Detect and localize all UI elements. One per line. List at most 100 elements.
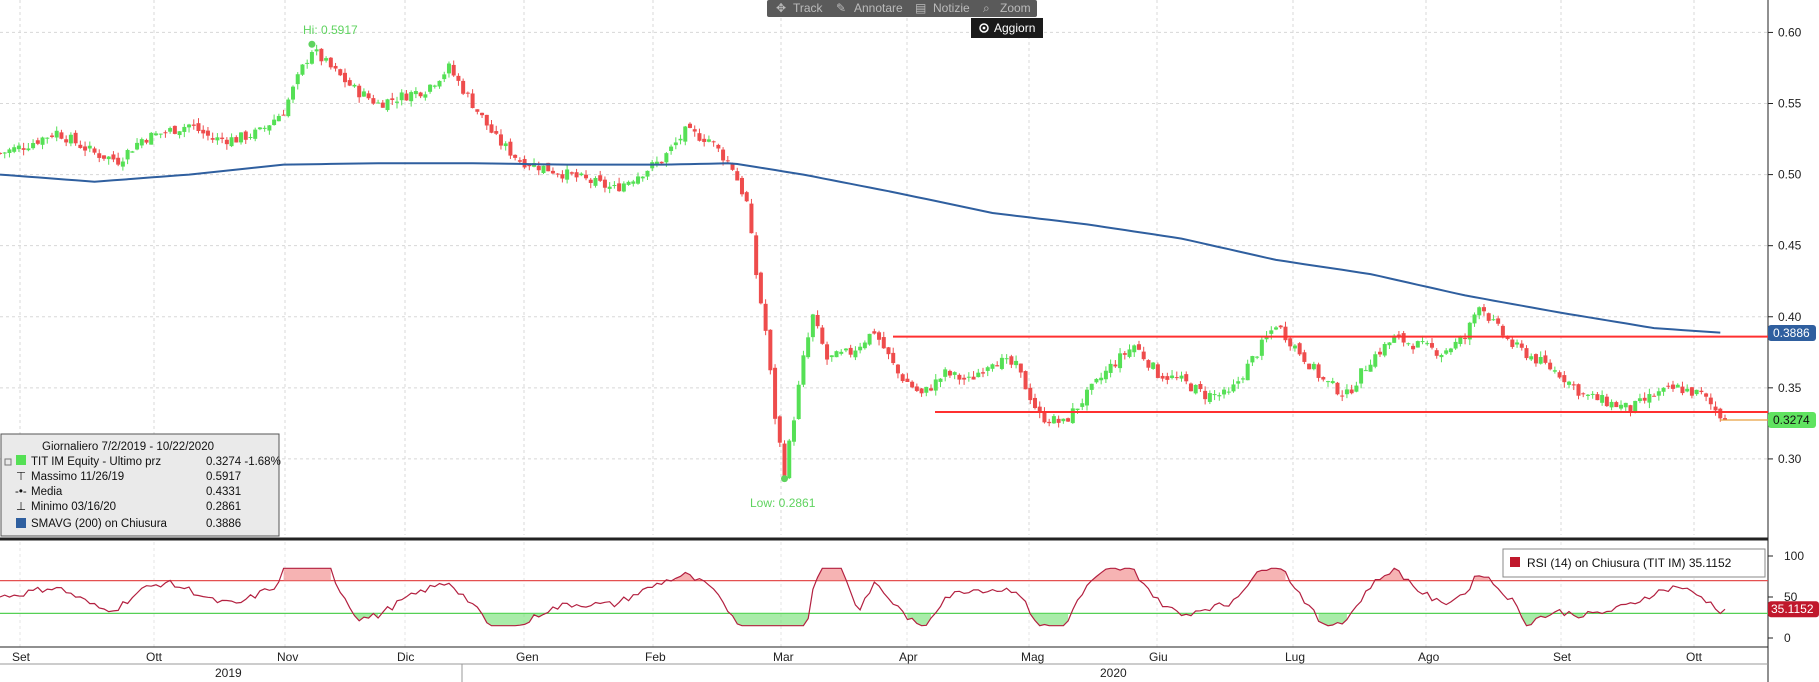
candle-body	[149, 132, 154, 145]
rsi-legend[interactable]: RSI (14) on Chiusura (TIT IM) 35.1152	[1502, 548, 1766, 578]
news-button[interactable]: ▤ Notizie	[915, 1, 970, 15]
candle-body	[432, 85, 437, 87]
candle-body	[272, 119, 277, 126]
collapse-icon[interactable]	[4, 458, 12, 466]
candle-body	[688, 123, 692, 128]
candle-body	[357, 85, 362, 98]
candle-body	[579, 173, 584, 176]
candle-body	[45, 137, 50, 139]
candle-body	[168, 128, 173, 132]
candle-body	[1165, 376, 1170, 380]
rsi-oversold-fill	[907, 613, 931, 626]
candle-body	[1557, 372, 1562, 378]
candle-body	[546, 162, 551, 172]
candle-body	[607, 186, 612, 189]
track-button[interactable]: ✥ Track	[776, 1, 824, 15]
candle-body	[517, 160, 522, 162]
candle-body	[83, 146, 88, 151]
candle-body	[1245, 363, 1250, 381]
y-tick-label: 0	[1784, 631, 1791, 645]
candle-body	[768, 329, 773, 371]
candle-body	[1538, 356, 1543, 364]
candle-body	[787, 440, 792, 479]
candle-body	[1548, 362, 1553, 370]
month-label: Gen	[516, 650, 539, 664]
candle-body	[631, 181, 636, 184]
candle-body	[1604, 396, 1609, 407]
candle-body	[262, 127, 267, 129]
candle-body	[1463, 338, 1468, 340]
candle-body	[560, 174, 565, 179]
candle-body	[683, 126, 688, 142]
y-tick-label: 0.45	[1778, 239, 1802, 253]
candles	[0, 44, 1727, 481]
candle-body	[1600, 395, 1605, 403]
legend-swatch-sma	[16, 518, 26, 528]
candle-body	[158, 133, 163, 135]
candle-body	[872, 331, 877, 334]
candle-body	[1103, 370, 1108, 380]
candle-body	[1089, 383, 1094, 390]
candle-body	[1070, 408, 1075, 424]
candle-body	[806, 337, 811, 358]
candle-body	[659, 161, 664, 164]
candle-body	[985, 367, 990, 371]
candle-body	[1061, 418, 1066, 422]
candle-body	[423, 94, 428, 98]
candle-body	[1316, 364, 1321, 378]
candle-body	[333, 65, 338, 69]
y-tick-label: 0.40	[1778, 310, 1802, 324]
refresh-label: Aggiorn	[994, 21, 1035, 35]
candle-body	[721, 149, 726, 161]
refresh-button[interactable]: Aggiorn	[971, 18, 1043, 38]
candle-body	[834, 351, 839, 358]
candle-body	[584, 174, 589, 179]
candle-body	[924, 386, 929, 393]
sma-tag-background	[1768, 324, 1816, 341]
candle-body	[697, 133, 702, 141]
candle-body	[1637, 398, 1642, 402]
candle-body	[1094, 378, 1099, 383]
chart-legend[interactable]: Giornaliero 7/2/2019 - 10/22/2020 TIT IM…	[0, 433, 281, 537]
candle-body	[801, 355, 806, 385]
candle-body	[201, 129, 206, 134]
hi-annotation: Hi: 0.5917	[303, 23, 358, 37]
min-icon: ⊥	[16, 501, 26, 513]
candle-body	[862, 342, 867, 349]
candle-body	[1704, 393, 1709, 397]
candle-body	[390, 98, 395, 101]
low-annotation: Low: 0.2861	[750, 496, 816, 510]
candle-body	[1453, 341, 1458, 349]
candle-body	[163, 132, 168, 134]
candle-body	[1226, 391, 1231, 393]
candle-body	[59, 132, 64, 139]
candle-body	[314, 49, 319, 52]
rsi-oversold-fill	[1181, 613, 1191, 616]
candle-body	[1278, 325, 1283, 328]
candle-body	[957, 374, 962, 380]
candle-body	[598, 175, 603, 181]
candle-body	[26, 148, 31, 151]
rsi-overbought-fill	[283, 568, 331, 581]
candle-body	[1425, 343, 1430, 345]
candle-body	[1155, 364, 1160, 378]
annotate-button[interactable]: ✎ Annotare	[836, 1, 903, 15]
candle-body	[1292, 345, 1297, 349]
candle-body	[1236, 381, 1241, 384]
hi-marker	[308, 40, 316, 48]
candle-body	[328, 57, 333, 68]
candle-body	[1458, 337, 1463, 345]
sma-tag-value: 0.3886	[1773, 326, 1810, 340]
candle-body	[1496, 318, 1501, 324]
candle-body	[1581, 393, 1586, 395]
candle-body	[1467, 322, 1472, 340]
candle-body	[1122, 353, 1127, 355]
zoom-button[interactable]: ⌕ Zoom	[983, 1, 1031, 15]
candle-body	[366, 93, 371, 99]
candle-body	[418, 92, 423, 97]
candle-body	[442, 74, 447, 80]
candle-body	[343, 72, 347, 83]
candle-body	[1349, 389, 1354, 394]
month-label: Nov	[277, 650, 298, 664]
